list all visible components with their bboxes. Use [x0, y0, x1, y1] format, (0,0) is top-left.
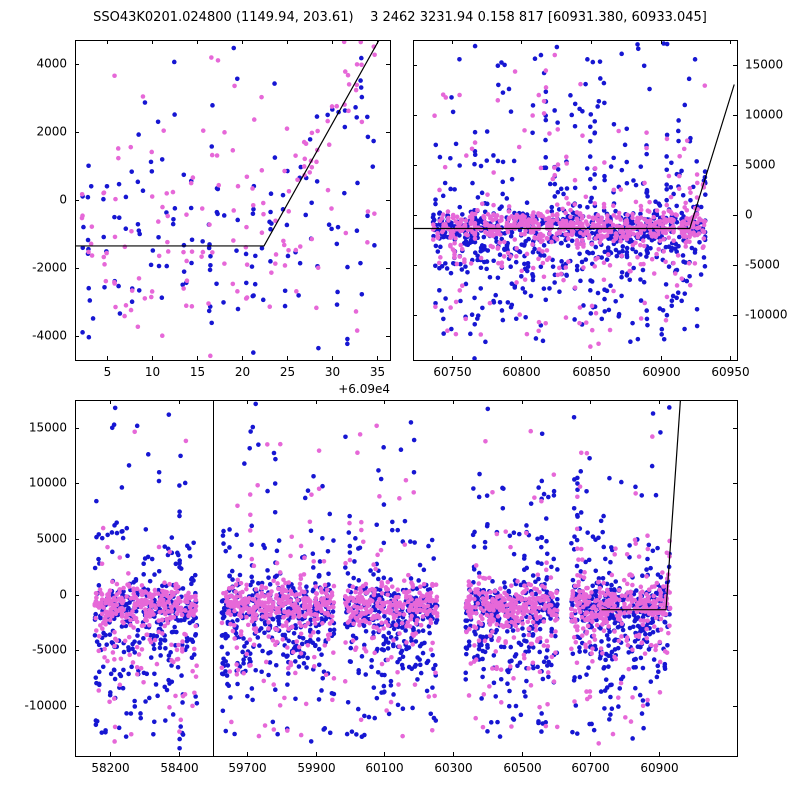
chart-title: SSO43K0201.024800 (1149.94, 203.61) 3 24… — [93, 10, 707, 25]
